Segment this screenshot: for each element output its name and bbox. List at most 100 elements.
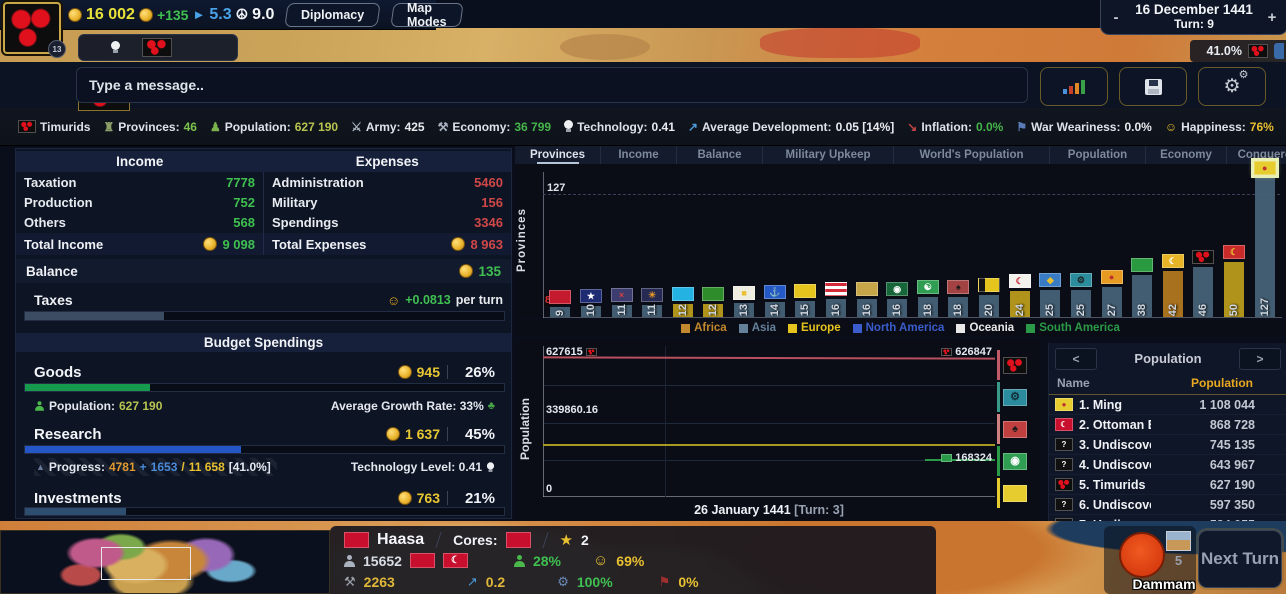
ranking-row-ming[interactable]: ● 1. Ming 1 108 044: [1049, 395, 1286, 415]
civ-bar-flag[interactable]: [794, 284, 817, 298]
econ-value: 5460: [474, 174, 503, 190]
goods-row: Goods 945 26%: [34, 362, 495, 382]
bar-chart-icon: [1063, 79, 1085, 94]
province-thumbnail[interactable]: [1166, 531, 1191, 551]
statistics-button[interactable]: [1040, 67, 1108, 106]
research-notification-icon: [111, 41, 120, 54]
civ-bar-flag[interactable]: [1131, 258, 1154, 272]
tab-balance[interactable]: Balance: [677, 146, 763, 164]
next-turn-button[interactable]: Next Turn: [1198, 530, 1282, 588]
civ-bar-flag[interactable]: [671, 287, 694, 301]
bar-value-label: 127: [1258, 297, 1271, 316]
chart-civ-toggle[interactable]: ♠: [997, 414, 1027, 444]
ranking-row-undiscovered[interactable]: ? 6. Undiscovered 597 350: [1049, 495, 1286, 515]
civ-bar-flag[interactable]: ☯: [916, 280, 939, 294]
bar-value-label: 14: [768, 303, 781, 316]
civ-bar-flag[interactable]: ◉: [886, 282, 909, 296]
civ-bar-flag[interactable]: ◆: [1039, 273, 1062, 287]
province-population-icon: [344, 554, 355, 567]
civ-bar-flag[interactable]: [1192, 250, 1215, 264]
research-percent: 45%: [464, 425, 495, 443]
ranking-row-undiscovered[interactable]: ? 3. Undiscovered 745 135: [1049, 435, 1286, 455]
stat-value: 0.05 [14%]: [835, 119, 895, 134]
taxes-slider[interactable]: [24, 311, 505, 321]
chart-civ-toggle[interactable]: [997, 350, 1027, 380]
tab-population[interactable]: Population: [1050, 146, 1146, 164]
investments-slider[interactable]: [24, 507, 505, 516]
research-flask-icon: [1274, 43, 1284, 59]
population-chart-ylabel: Population: [518, 398, 532, 460]
stat-value: 76%: [1249, 119, 1274, 134]
ranking-row-undiscovered[interactable]: ? 7. Undiscovered584 055: [1049, 515, 1286, 521]
province-owner-flag: [344, 531, 369, 548]
civ-bar-flag[interactable]: ☀: [641, 288, 664, 302]
chart-civ-toggle[interactable]: ⚙: [997, 382, 1027, 412]
civ-bar-flag[interactable]: ●: [1250, 158, 1279, 178]
civ-bar-flag[interactable]: ⚓: [763, 285, 786, 299]
tab-economy[interactable]: Economy: [1146, 146, 1227, 164]
tab-income[interactable]: Income: [601, 146, 677, 164]
game-speed-plus-button[interactable]: +: [1267, 8, 1277, 26]
legend-swatch: [956, 323, 966, 333]
bar-value-label: 13: [738, 303, 751, 316]
econ-value: 156: [481, 194, 503, 210]
timurids-mini-flag: [585, 348, 597, 356]
civ-bar-flag[interactable]: [978, 278, 1001, 292]
map-modes-button[interactable]: Map Modes: [389, 1, 463, 29]
tab-military-upkeep[interactable]: Military Upkeep: [763, 146, 894, 164]
ranking-row-ottoman-empire[interactable]: ☾ 2. Ottoman Empire 868 728: [1049, 415, 1286, 435]
civ-bar-flag[interactable]: ☾: [1161, 254, 1184, 268]
provinces-chart-max-tick: 127: [547, 182, 566, 194]
ranking-next-button[interactable]: >: [1239, 347, 1281, 370]
civ-bar-flag[interactable]: ×: [610, 288, 633, 302]
ranking-row-timurids[interactable]: 5. Timurids 627 190: [1049, 475, 1286, 495]
diplomacy-button[interactable]: Diplomacy: [284, 2, 382, 27]
chart-civ-toggle[interactable]: ◉: [997, 446, 1027, 476]
civ-bar-flag[interactable]: [549, 290, 572, 304]
series-civ-flag: [1003, 356, 1027, 374]
budget-spendings-header: Budget Spendings: [16, 333, 511, 352]
civ-bar-flag[interactable]: ■: [733, 286, 756, 300]
chart-civ-toggle[interactable]: [997, 478, 1027, 508]
tab-conquered-provinces[interactable]: Conquered Provinces: [1227, 146, 1286, 164]
coin-icon: [451, 237, 466, 251]
legend-swatch: [787, 323, 797, 333]
goods-slider[interactable]: [24, 383, 505, 392]
province-bar: [948, 297, 969, 317]
save-game-button[interactable]: [1119, 67, 1187, 106]
notification-panel[interactable]: [78, 34, 238, 61]
civ-bar-flag[interactable]: ♠: [947, 280, 970, 294]
stat-value: 627 190: [294, 119, 339, 134]
tab-provinces[interactable]: Provinces: [515, 146, 601, 164]
research-label: Research: [34, 425, 102, 443]
research-civ-flag: [1248, 44, 1268, 58]
province-bar: [979, 295, 1000, 317]
population-ranking-panel: < Population > Name Population ● 1. Ming 1…: [1048, 343, 1286, 521]
civ-bar-flag[interactable]: [824, 282, 847, 296]
coin-icon: [397, 491, 412, 505]
series-civ-flag: ⚙: [1003, 388, 1027, 406]
minimap-viewport[interactable]: [101, 547, 191, 580]
army-count: 5: [1174, 553, 1183, 568]
research-progress-notification[interactable]: 41.0%: [1190, 40, 1286, 62]
minimap[interactable]: [0, 530, 330, 594]
civ-bar-flag[interactable]: [702, 287, 725, 301]
game-speed-minus-button[interactable]: -: [1113, 8, 1119, 26]
ranking-row-undiscovered[interactable]: ? 4. Undiscovered 643 967: [1049, 455, 1286, 475]
ranking-prev-button[interactable]: <: [1055, 347, 1097, 370]
civ-bar-flag[interactable]: ☾: [1223, 245, 1246, 259]
civ-bar-flag[interactable]: ⚙: [1069, 273, 1092, 287]
civ-bar-flag[interactable]: ●: [1100, 270, 1123, 284]
civ-bar-flag[interactable]: [855, 282, 878, 296]
chat-message-input[interactable]: [76, 67, 1028, 103]
selected-province-marker[interactable]: [1119, 532, 1165, 578]
tab-world-s-population[interactable]: World's Population: [894, 146, 1050, 164]
settings-button[interactable]: ⚙: [1198, 67, 1266, 106]
econ-value: 752: [233, 194, 255, 210]
player-flag[interactable]: 13: [3, 2, 66, 58]
research-slider[interactable]: [24, 445, 505, 454]
civ-bar-flag[interactable]: ☾: [1008, 274, 1031, 288]
stat-population: ♟ Population: 627 190: [210, 120, 338, 134]
civ-bar-flag[interactable]: ★: [579, 289, 602, 303]
top-resource-bar: 16 002 +135 ► 5.3 ☮ 9.0 Diplomacy Map Mo…: [0, 0, 463, 30]
